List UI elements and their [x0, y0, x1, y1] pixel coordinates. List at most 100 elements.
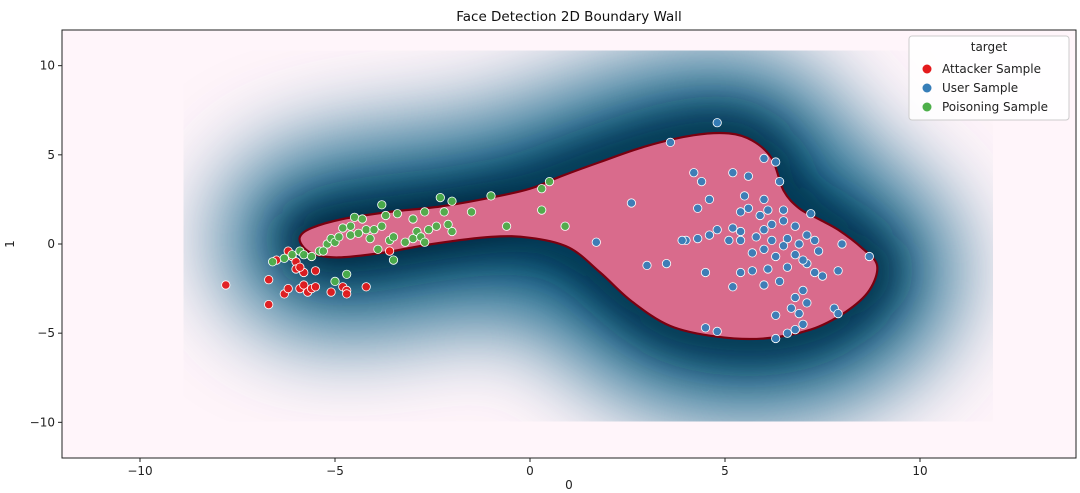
point-user-sample-30	[751, 232, 761, 242]
point-user-sample-54	[833, 266, 843, 276]
point-user-sample-29	[735, 235, 746, 245]
point-user-sample-75	[728, 223, 738, 233]
point-attacker-sample-21	[384, 246, 395, 256]
y-tick-label: −5	[37, 326, 55, 340]
legend-marker	[922, 102, 932, 112]
y-tick-label: 10	[40, 59, 55, 73]
point-user-sample-40	[790, 250, 800, 260]
point-user-sample-17	[806, 209, 816, 219]
point-user-sample-38	[747, 248, 757, 258]
point-user-sample-76	[798, 255, 808, 265]
point-poisoning-sample-42	[560, 221, 570, 231]
point-poisoning-sample-43	[330, 276, 340, 286]
point-user-sample-61	[786, 303, 796, 313]
point-user-sample-48	[735, 267, 746, 278]
point-user-sample-67	[790, 324, 800, 335]
point-user-sample-41	[813, 246, 824, 256]
point-poisoning-sample-38	[501, 221, 512, 231]
point-user-sample-35	[794, 239, 804, 249]
point-poisoning-sample-46	[338, 223, 348, 233]
point-user-sample-43	[864, 251, 874, 262]
point-user-sample-51	[642, 260, 652, 270]
point-poisoning-sample-18	[377, 221, 387, 231]
point-poisoning-sample-0	[267, 257, 278, 267]
point-user-sample-55	[774, 276, 785, 286]
point-user-sample-69	[712, 326, 722, 336]
legend: target Attacker Sample User Sample Poisoni…	[908, 35, 1070, 121]
point-poisoning-sample-48	[420, 237, 430, 247]
point-user-sample-66	[798, 319, 808, 329]
point-attacker-sample-16	[326, 287, 336, 297]
legend-label: Poisoning Sample	[942, 100, 1048, 114]
x-tick-label: −10	[127, 464, 152, 478]
point-poisoning-sample-24	[400, 237, 410, 247]
point-user-sample-56	[759, 280, 769, 290]
point-user-sample-31	[767, 235, 777, 245]
legend-label: Attacker Sample	[942, 62, 1041, 76]
point-poisoning-sample-32	[435, 193, 445, 203]
point-user-sample-73	[743, 203, 754, 213]
point-poisoning-sample-23	[392, 209, 402, 219]
point-user-sample-50	[661, 258, 672, 269]
point-user-sample-47	[747, 266, 757, 276]
point-user-sample-1	[665, 137, 676, 147]
point-poisoning-sample-14	[357, 214, 367, 224]
point-attacker-sample-0	[221, 280, 231, 290]
point-attacker-sample-19	[342, 289, 352, 299]
point-poisoning-sample-15	[361, 225, 371, 235]
point-user-sample-60	[802, 298, 812, 308]
point-poisoning-sample-20	[381, 210, 391, 221]
point-user-sample-14	[735, 207, 746, 217]
point-poisoning-sample-4	[299, 250, 309, 260]
point-attacker-sample-2	[264, 299, 274, 310]
legend-box	[908, 35, 1070, 121]
y-axis-label: 1	[3, 240, 17, 248]
point-poisoning-sample-41	[544, 177, 555, 187]
point-poisoning-sample-49	[443, 219, 453, 229]
point-attacker-sample-14	[310, 282, 321, 292]
y-tick-label: 0	[47, 237, 55, 251]
x-tick-label: 0	[526, 464, 534, 478]
point-attacker-sample-15	[310, 266, 321, 276]
point-user-sample-71	[782, 328, 793, 338]
point-user-sample-52	[810, 267, 820, 278]
point-user-sample-74	[763, 205, 773, 215]
x-axis: −10 −5 0 5 10	[127, 458, 928, 478]
point-user-sample-28	[724, 235, 734, 245]
point-user-sample-65	[771, 310, 781, 320]
point-attacker-sample-20	[361, 282, 371, 292]
point-poisoning-sample-47	[388, 255, 399, 265]
point-user-sample-37	[759, 244, 769, 254]
point-user-sample-72	[591, 237, 601, 247]
point-poisoning-sample-26	[408, 214, 418, 224]
point-poisoning-sample-16	[365, 234, 375, 244]
point-user-sample-10	[704, 194, 715, 204]
point-poisoning-sample-22	[388, 232, 399, 242]
point-user-sample-18	[767, 219, 777, 229]
point-poisoning-sample-37	[486, 191, 496, 201]
point-user-sample-42	[837, 239, 847, 249]
point-user-sample-59	[790, 292, 800, 303]
x-tick-label: 5	[721, 464, 729, 478]
point-user-sample-3	[771, 157, 781, 167]
point-user-sample-11	[739, 191, 750, 201]
point-user-sample-32	[782, 234, 793, 244]
point-user-sample-36	[778, 241, 789, 251]
chart-title: Face Detection 2D Boundary Wall	[456, 9, 682, 25]
point-user-sample-53	[817, 271, 828, 281]
point-user-sample-46	[763, 264, 773, 274]
x-axis-label: 0	[565, 478, 573, 492]
point-poisoning-sample-36	[466, 207, 477, 217]
point-poisoning-sample-33	[439, 207, 449, 217]
point-user-sample-68	[700, 323, 711, 333]
point-user-sample-27	[677, 235, 687, 245]
point-user-sample-57	[728, 282, 738, 292]
scatter-points	[221, 118, 874, 344]
legend-marker	[922, 64, 932, 74]
point-poisoning-sample-30	[423, 225, 434, 235]
point-user-sample-39	[771, 251, 781, 262]
point-poisoning-sample-5	[306, 251, 317, 262]
point-poisoning-sample-40	[537, 205, 547, 215]
point-user-sample-45	[782, 262, 793, 272]
